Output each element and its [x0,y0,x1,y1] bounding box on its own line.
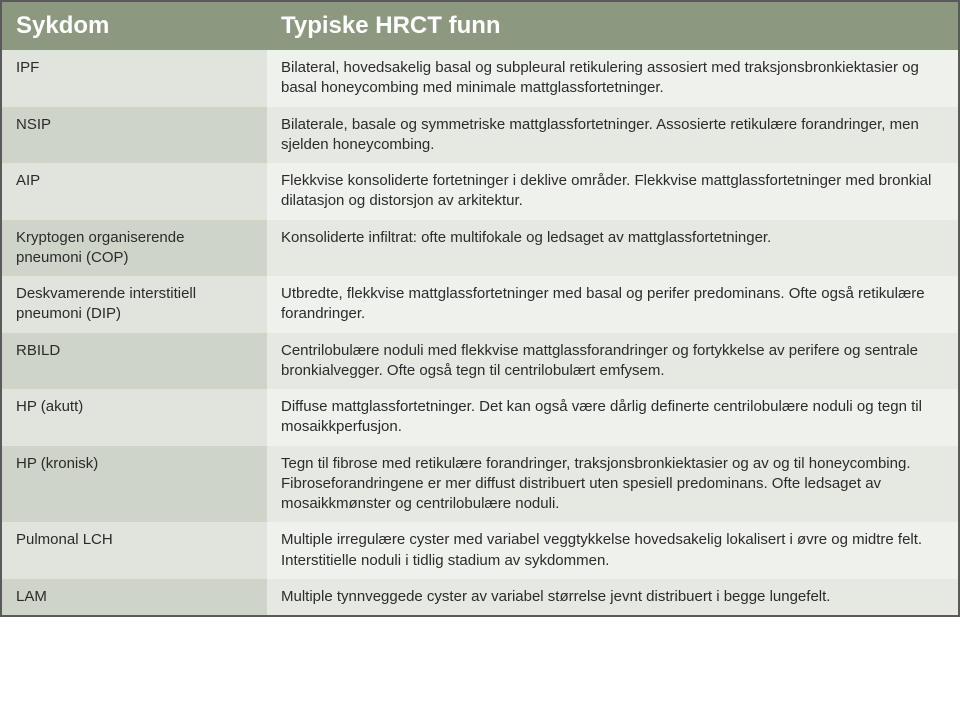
cell-disease: HP (kronisk) [2,446,267,523]
table-row: Pulmonal LCH Multiple irregulære cyster … [2,522,958,579]
cell-disease: Kryptogen organiserende pneumoni (COP) [2,220,267,277]
table-row: LAM Multiple tynnveggede cyster av varia… [2,579,958,615]
cell-findings: Flekkvise konsoliderte fortetninger i de… [267,163,958,220]
table-row: Kryptogen organiserende pneumoni (COP) K… [2,220,958,277]
cell-disease: Pulmonal LCH [2,522,267,579]
cell-disease: Deskvamerende interstitiell pneumoni (DI… [2,276,267,333]
cell-findings: Multiple tynnveggede cyster av variabel … [267,579,958,615]
table-body: IPF Bilateral, hovedsakelig basal og sub… [2,50,958,615]
cell-disease: AIP [2,163,267,220]
table-row: NSIP Bilaterale, basale og symmetriske m… [2,107,958,164]
cell-disease: LAM [2,579,267,615]
table-row: HP (akutt) Diffuse mattglassfortetninger… [2,389,958,446]
cell-findings: Konsoliderte infiltrat: ofte multifokale… [267,220,958,277]
column-header-disease: Sykdom [2,2,267,50]
table-row: AIP Flekkvise konsoliderte fortetninger … [2,163,958,220]
cell-findings: Utbredte, flekkvise mattglassfortetninge… [267,276,958,333]
table-row: RBILD Centrilobulære noduli med flekkvis… [2,333,958,390]
cell-findings: Bilateral, hovedsakelig basal og subpleu… [267,50,958,107]
cell-disease: RBILD [2,333,267,390]
table-row: HP (kronisk) Tegn til fibrose med retiku… [2,446,958,523]
cell-findings: Centrilobulære noduli med flekkvise matt… [267,333,958,390]
cell-disease: IPF [2,50,267,107]
column-header-findings: Typiske HRCT funn [267,2,958,50]
cell-disease: HP (akutt) [2,389,267,446]
table-row: IPF Bilateral, hovedsakelig basal og sub… [2,50,958,107]
hrct-table-container: Sykdom Typiske HRCT funn IPF Bilateral, … [0,0,960,617]
hrct-table: Sykdom Typiske HRCT funn IPF Bilateral, … [2,2,958,615]
cell-findings: Bilaterale, basale og symmetriske mattgl… [267,107,958,164]
table-header: Sykdom Typiske HRCT funn [2,2,958,50]
cell-findings: Diffuse mattglassfortetninger. Det kan o… [267,389,958,446]
cell-findings: Tegn til fibrose med retikulære forandri… [267,446,958,523]
table-row: Deskvamerende interstitiell pneumoni (DI… [2,276,958,333]
cell-disease: NSIP [2,107,267,164]
cell-findings: Multiple irregulære cyster med variabel … [267,522,958,579]
